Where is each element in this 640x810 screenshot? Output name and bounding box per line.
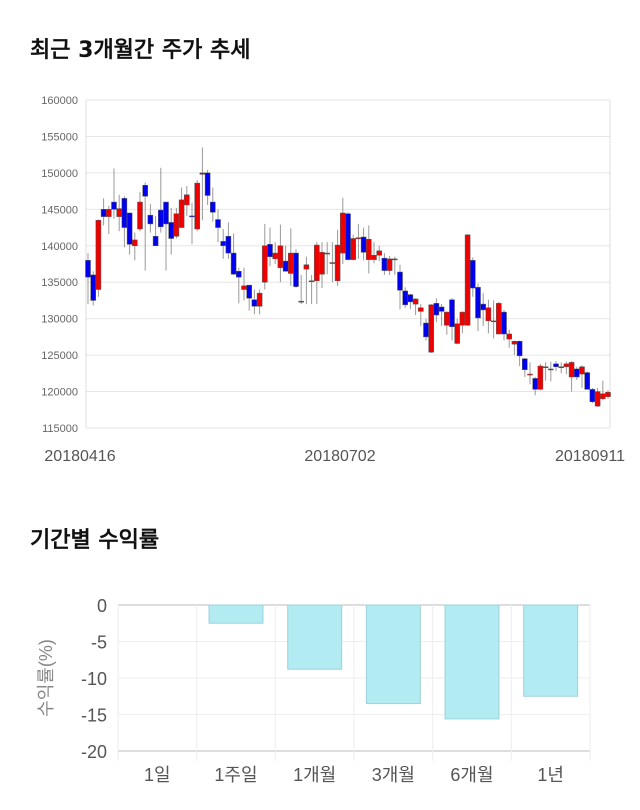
candle-body [111, 201, 117, 210]
candle-body [392, 258, 398, 261]
return-bar-3 [365, 604, 421, 705]
y-tick-label: -5 [91, 633, 107, 653]
price-trend-title: 최근 3개월간 주가 추세 [30, 38, 251, 63]
candle-body [230, 252, 237, 275]
candle-body [376, 250, 382, 256]
candle-body [522, 358, 528, 370]
candle-body [204, 172, 211, 196]
candlestick-chart: 160000 155000 150000 145000 140000 135000 1300… [41, 95, 625, 465]
candle-body [345, 213, 351, 260]
candle-body [293, 252, 299, 287]
x-tick-label: 6개월 [450, 765, 493, 785]
candle-body [454, 323, 460, 344]
candle-body [262, 245, 268, 283]
x-tick-label: 3개월 [372, 765, 415, 785]
candle-body [371, 255, 377, 260]
candle-body [303, 264, 310, 270]
candle-body [438, 306, 445, 312]
candle-body [246, 284, 252, 299]
y-axis-title: 수익률(%) [36, 639, 56, 717]
y-tick-label: 140000 [41, 241, 78, 253]
candle-body [163, 201, 169, 225]
y-tick-label: 135000 [41, 277, 78, 289]
candle-body [324, 252, 330, 255]
candle-body [277, 245, 284, 268]
candle-body [267, 244, 273, 257]
candle-body [485, 307, 492, 322]
return-bar-4 [444, 604, 500, 720]
candle-body [501, 311, 507, 335]
candle-body [542, 366, 549, 369]
y-tick-label: 0 [97, 596, 107, 616]
candle-body [475, 287, 481, 319]
candle-body [178, 199, 185, 228]
y-tick-label: 155000 [41, 131, 78, 143]
period-return-title: 기간별 수익률 [30, 528, 160, 553]
candle-body [85, 260, 91, 278]
candle-body [579, 366, 585, 375]
candle-body [516, 341, 523, 357]
return-bar-1 [208, 604, 264, 624]
candle-body [548, 368, 554, 371]
return-bar-5 [523, 604, 579, 697]
candle-body [537, 365, 544, 390]
candle-body [350, 238, 356, 260]
candle-body [225, 236, 232, 254]
candle-body [215, 219, 221, 228]
candle-body [334, 244, 341, 282]
candle-body [480, 303, 486, 311]
candle-body [319, 252, 325, 275]
candle-body [132, 239, 138, 247]
candle-body [95, 220, 102, 290]
x-tick-label: 1개월 [293, 765, 336, 785]
candle-body [126, 212, 133, 245]
candle-body [527, 373, 533, 376]
candle-body [449, 299, 455, 327]
candle-body [147, 214, 154, 225]
y-tick-label: -10 [81, 669, 107, 689]
x-tick-label: 20180911 [555, 448, 625, 465]
candle-body [558, 366, 564, 369]
candle-body [605, 392, 611, 397]
x-tick-label: 1일 [144, 765, 171, 785]
y-tick-label: 130000 [41, 314, 78, 326]
candle-body [470, 260, 476, 289]
candle-body [210, 201, 216, 213]
y-tick-label: 145000 [41, 204, 78, 216]
candle-body [106, 209, 112, 217]
y-tick-label: 150000 [41, 168, 78, 180]
candle-body [418, 307, 424, 312]
candle-body [553, 363, 559, 368]
y-tick-label: -15 [81, 706, 107, 726]
candle-body [142, 185, 148, 197]
candle-body [412, 298, 419, 305]
y-tick-label: 120000 [41, 387, 78, 399]
y-tick-label: 160000 [41, 95, 78, 107]
y-tick-label: 125000 [41, 350, 78, 362]
candle-body [184, 194, 190, 206]
x-tick-label: 1주일 [214, 765, 257, 785]
y-tick-label: 115000 [42, 423, 78, 435]
candle-body [584, 372, 590, 390]
x-tick-label: 20180416 [44, 448, 115, 465]
x-tick-label: 1년 [537, 765, 564, 785]
candle-body [137, 201, 143, 230]
y-tick-label: -20 [81, 742, 107, 762]
candle-body [407, 294, 414, 303]
candle-body [152, 236, 159, 247]
x-tick-label: 20180702 [304, 448, 375, 465]
candle-body [386, 258, 393, 271]
candle-body [428, 304, 434, 353]
candle-body [298, 300, 304, 303]
candle-body [506, 333, 512, 340]
candle-body [397, 271, 403, 291]
candle-body [236, 271, 242, 278]
return-bar-2 [287, 604, 343, 670]
candle-body [256, 292, 263, 307]
candle-body [308, 280, 315, 283]
candle-body [366, 238, 372, 260]
candle-body [194, 182, 200, 230]
